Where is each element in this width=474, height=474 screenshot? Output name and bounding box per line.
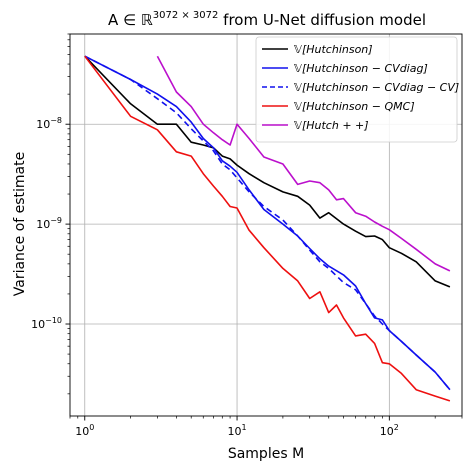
- chart-title: A ∈ ℝ3072 × 3072 from U-Net diffusion mo…: [108, 10, 426, 29]
- legend-label-1: 𝕍[Hutchinson − CVdiag]: [294, 62, 428, 75]
- series-line-3: [84, 55, 451, 402]
- tick-labels: 100 101 102 10−10 10−9 10−8: [31, 116, 399, 438]
- x-tick-label: 101: [228, 423, 247, 438]
- legend-label-3: 𝕍[Hutchinson − QMC]: [294, 100, 415, 113]
- legend-label-4: 𝕍[Hutch + +]: [294, 119, 369, 132]
- legend-label-0: 𝕍[Hutchinson]: [294, 43, 373, 56]
- title-field: ℝ: [141, 11, 153, 29]
- title-suffix: from U-Net diffusion model: [218, 11, 426, 29]
- axes-frame: [65, 33, 463, 421]
- y-axis-label: Variance of estimate: [12, 152, 28, 296]
- series-line-0: [84, 55, 451, 288]
- x-tick-label: 102: [380, 423, 399, 438]
- title-superscript: 3072 × 3072: [153, 10, 219, 21]
- y-tick-label: 10−8: [36, 116, 62, 131]
- x-tick-label: 100: [75, 423, 94, 438]
- x-axis-label: Samples M: [228, 446, 304, 462]
- series-line-2: [84, 55, 451, 391]
- legend-label-2: 𝕍[Hutchinson − CVdiag − CV]: [294, 81, 459, 94]
- legend: 𝕍[Hutchinson] 𝕍[Hutchinson − CVdiag] 𝕍[Hut…: [255, 36, 459, 143]
- title-prefix: A ∈: [108, 11, 141, 29]
- series-line-4: [156, 55, 451, 272]
- y-tick-label: 10−9: [36, 216, 62, 231]
- legend-box: [255, 36, 458, 143]
- y-tick-label: 10−10: [31, 316, 62, 331]
- plot-frame: [69, 33, 463, 417]
- series-lines: [84, 55, 451, 402]
